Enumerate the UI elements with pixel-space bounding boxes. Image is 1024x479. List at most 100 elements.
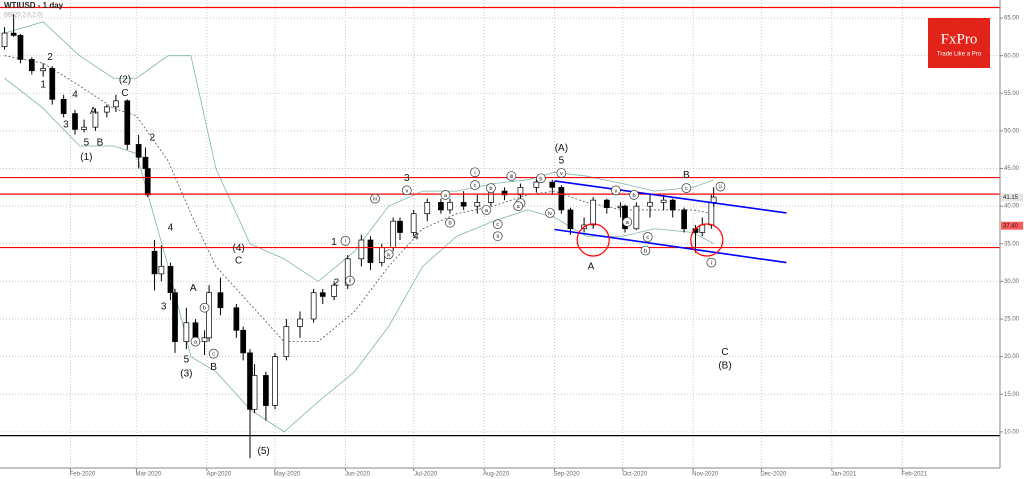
wave-label: (4)	[233, 243, 245, 254]
wave-label-text: iv	[387, 252, 391, 258]
wave-label-text: (2)	[119, 74, 131, 85]
wave-label-circle	[611, 185, 621, 196]
wave-label: b	[199, 302, 210, 313]
candle-body	[660, 199, 667, 203]
wave-label-text: C	[121, 88, 128, 99]
candle-body	[633, 205, 640, 230]
candle-body	[49, 68, 56, 100]
candle-body	[158, 266, 165, 275]
candle-body	[397, 220, 403, 233]
wave-label-circle	[481, 205, 492, 215]
wave-label: a	[622, 217, 633, 227]
x-tick-label: Oct-2020	[622, 472, 647, 478]
wave-label: a	[440, 190, 451, 200]
wave-label-text: 2	[149, 132, 155, 143]
y-tick-label: 20.00	[1004, 354, 1020, 360]
x-tick-label: Dec-2020	[760, 472, 787, 478]
wave-label: (5)	[258, 446, 270, 457]
candle-body	[424, 202, 431, 215]
wave-label: iii	[506, 171, 517, 181]
candle-body	[460, 202, 467, 207]
wave-label-circle	[190, 336, 201, 347]
wave-label: (2)	[119, 74, 131, 85]
wave-label: 5	[184, 354, 190, 365]
wave-label-text: a	[626, 220, 630, 226]
wave-label: b	[629, 190, 639, 200]
wave-label-text: (A)	[555, 143, 568, 154]
wave-label-text: C	[235, 256, 242, 267]
candle-body	[167, 266, 174, 294]
candle-body	[240, 329, 247, 354]
wave-label-circle	[486, 183, 496, 193]
candle-body	[206, 292, 212, 339]
wave-label-text: 2	[334, 278, 340, 289]
wave-label-circle	[401, 185, 412, 196]
wave-label-text: (1)	[80, 152, 92, 163]
wave-label-text: iv	[548, 211, 552, 217]
wave-label-text: 5	[559, 156, 565, 167]
wave-label-circle	[545, 208, 555, 218]
wave-label: 2	[149, 132, 155, 143]
chart-title: WTIUSD - 1 day	[4, 1, 64, 10]
wave-label: 1	[40, 80, 46, 91]
candles	[1, 14, 717, 459]
candle-body	[92, 111, 99, 128]
wave-label: c	[642, 232, 653, 242]
candle-body	[60, 98, 67, 114]
wave-label: (A)	[555, 143, 568, 154]
band-middle	[4, 55, 714, 342]
y-tick-label: 10.00	[1004, 429, 1020, 435]
candle-body	[367, 239, 374, 263]
candle-body	[358, 239, 365, 260]
indicator-label: BB(20,2.0,2.0)	[4, 13, 43, 19]
wave-label-text: c	[646, 235, 649, 241]
wave-label: c	[681, 183, 692, 193]
wave-label-text: A	[588, 262, 595, 273]
wave-label-text: (B)	[718, 360, 731, 371]
band-upper	[4, 21, 714, 282]
candle-body	[217, 292, 224, 309]
candle-body	[135, 144, 142, 158]
wave-label: v	[611, 185, 621, 196]
candle-body	[283, 326, 290, 357]
y-tick-label: 65.00	[1004, 16, 1020, 22]
candle-body	[17, 35, 24, 60]
candle-body	[124, 100, 131, 145]
wave-label-circle	[440, 190, 451, 200]
logo-tagline: Trade Like a Pro	[937, 52, 982, 58]
wave-label: iv	[383, 249, 394, 260]
wave-label: B	[97, 138, 104, 149]
wave-label: i	[706, 257, 717, 268]
wave-label-circle	[629, 190, 639, 200]
candle-body	[390, 220, 397, 248]
candle-body	[1, 32, 8, 47]
wave-label-circle	[556, 168, 567, 178]
x-tick-label: May-2020	[274, 472, 301, 478]
wave-label-text: 3	[404, 173, 410, 184]
candle-body	[517, 187, 524, 196]
wave-label: C	[721, 347, 728, 358]
wave-label-circle	[640, 245, 651, 256]
wave-label: (B)	[718, 360, 731, 371]
wave-label-text: a	[444, 193, 448, 199]
wave-label: 3	[63, 120, 69, 131]
wave-label: 2	[334, 278, 340, 289]
wave-label-text: i	[345, 239, 346, 245]
wave-label-circle	[445, 217, 455, 228]
wave-label-circle	[208, 348, 219, 359]
wave-label-text: (3)	[180, 369, 192, 380]
y-tick-label: 40.00	[1004, 204, 1020, 210]
wave-label-circle	[383, 249, 394, 260]
wave-label-circle	[715, 181, 726, 192]
wave-label-text: v	[560, 171, 563, 177]
candle-body	[590, 199, 597, 226]
wave-label-circle	[370, 193, 380, 204]
wave-label: a	[190, 336, 201, 347]
candle-body	[331, 284, 337, 297]
wave-label-text: C	[721, 347, 728, 358]
wave-label-text: (5)	[258, 446, 270, 457]
wave-label-text: b	[489, 186, 492, 192]
price-label-box	[1001, 193, 1023, 202]
wave-label-text: b	[644, 249, 647, 255]
